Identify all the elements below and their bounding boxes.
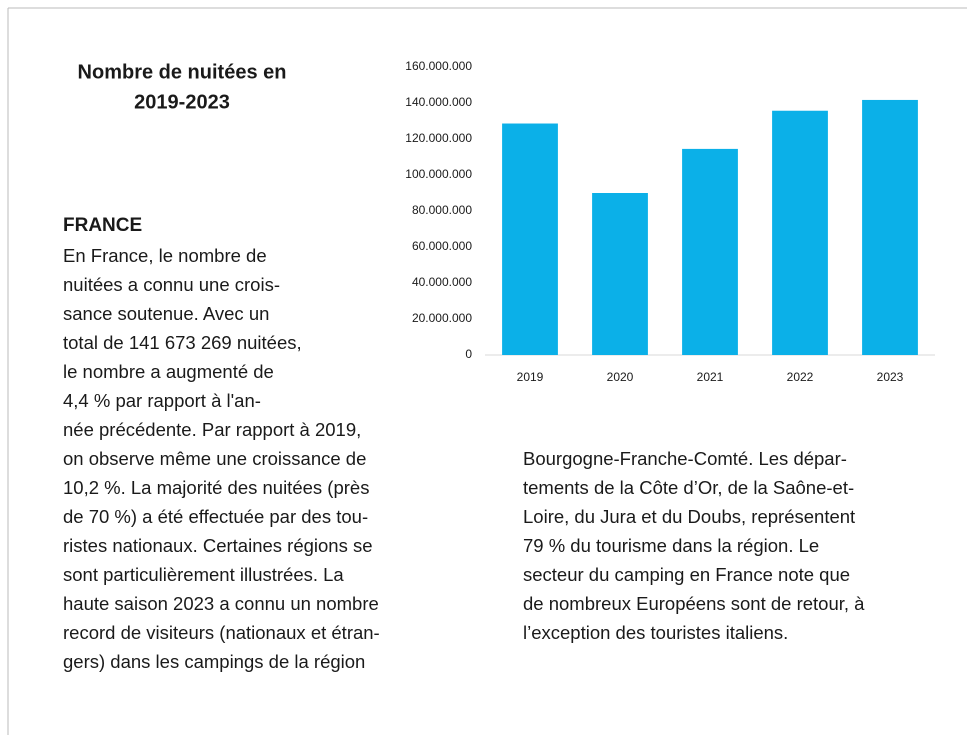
paragraph-line: née précédente. Par rapport à 2019, [63, 419, 361, 440]
y-tick-label: 80.000.000 [412, 203, 472, 217]
y-tick-label: 60.000.000 [412, 239, 472, 253]
paragraph-line: Loire, du Jura et du Doubs, représentent [523, 506, 855, 527]
x-tick-label: 2020 [607, 370, 634, 384]
paragraph-line: 4,4 % par rapport à l'an- [63, 390, 261, 411]
y-tick-label: 100.000.000 [405, 167, 472, 181]
bar [862, 99, 918, 355]
heading: Nombre de nuitées en [78, 61, 287, 83]
paragraph-line: de 70 %) a été effectuée par des tou- [63, 506, 368, 527]
paragraph-line: de nombreux Européens sont de retour, à [523, 593, 865, 614]
paragraph-line: secteur du camping en France note que [523, 564, 850, 585]
paragraph-line: Bourgogne-Franche-Comté. Les dépar- [523, 448, 847, 469]
y-tick-label: 140.000.000 [405, 95, 472, 109]
paragraph-line: 79 % du tourisme dans la région. Le [523, 535, 819, 556]
x-tick-label: 2023 [877, 370, 904, 384]
x-tick-label: 2021 [697, 370, 724, 384]
paragraph-line: on observe même une croissance de [63, 448, 366, 469]
bar [682, 148, 738, 355]
x-tick-label: 2022 [787, 370, 814, 384]
heading: 2019-2023 [134, 91, 230, 113]
paragraph-line: le nombre a augmenté de [63, 361, 274, 382]
paragraph-line: l’exception des touristes italiens. [523, 622, 788, 643]
bar [592, 193, 648, 355]
paragraph-line: record de visiteurs (nationaux et étran- [63, 622, 380, 643]
y-tick-label: 40.000.000 [412, 275, 472, 289]
y-tick-label: 120.000.000 [405, 131, 472, 145]
x-tick-label: 2019 [517, 370, 544, 384]
paragraph-line: tements de la Côte d’Or, de la Saône-et- [523, 477, 854, 498]
paragraph-line: gers) dans les campings de la région [63, 651, 365, 672]
y-tick-label: 160.000.000 [405, 59, 472, 73]
section-title: FRANCE [63, 215, 142, 236]
paragraph-line: ristes nationaux. Certaines régions se [63, 535, 373, 556]
bar [502, 123, 558, 356]
paragraph-line: haute saison 2023 a connu un nombre [63, 593, 379, 614]
paragraph-line: total de 141 673 269 nuitées, [63, 332, 302, 353]
paragraph-line: sont particulièrement illustrées. La [63, 564, 344, 585]
y-tick-label: 0 [465, 347, 472, 361]
y-tick-label: 20.000.000 [412, 311, 472, 325]
paragraph-line: nuitées a connu une crois- [63, 274, 280, 295]
paragraph-line: En France, le nombre de [63, 245, 267, 266]
paragraph-line: sance soutenue. Avec un [63, 303, 269, 324]
paragraph-line: 10,2 %. La majorité des nuitées (près [63, 477, 369, 498]
bar [772, 110, 828, 356]
